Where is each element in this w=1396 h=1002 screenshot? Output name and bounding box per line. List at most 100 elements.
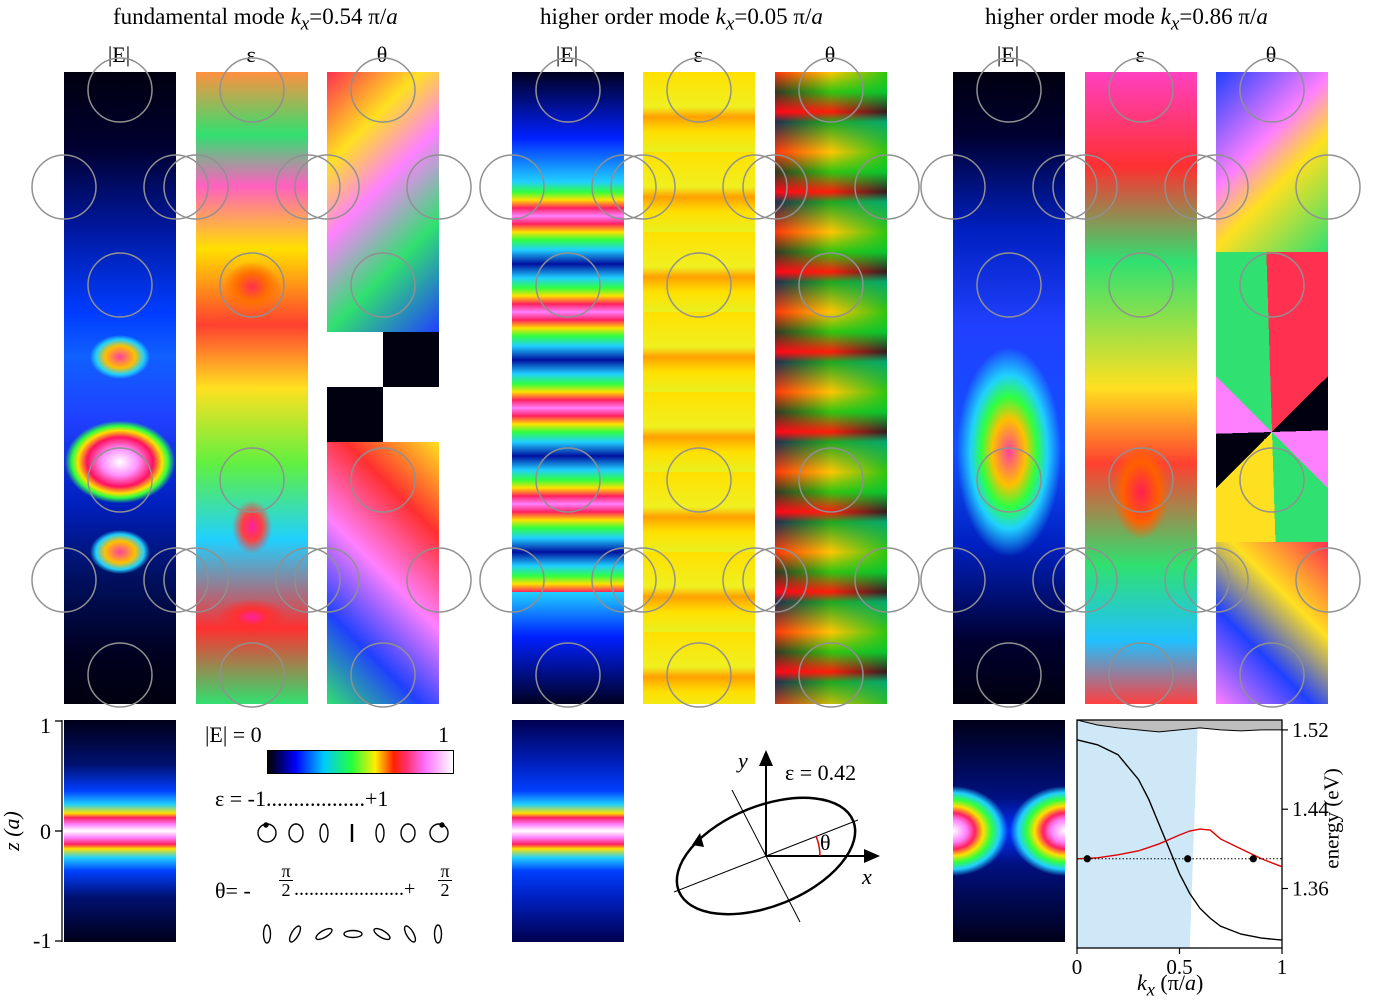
theta-right-pi: π <box>438 862 452 881</box>
hole-circle <box>1032 547 1098 613</box>
hole-circle <box>406 154 472 220</box>
x-axis-label: kx (π/a) <box>1137 970 1204 1000</box>
y-tick-label: 1.44 <box>1292 797 1329 821</box>
hole-circle <box>1052 154 1118 220</box>
hole-circle <box>1164 547 1230 613</box>
header-E-3: |E| <box>996 42 1020 67</box>
hole-circle <box>163 547 229 613</box>
theta-prefix: θ= - <box>215 878 251 903</box>
mode-marker <box>1184 855 1192 863</box>
hole-circle <box>920 154 986 220</box>
hole-circle <box>350 447 416 513</box>
theta-map-mode-086 <box>1216 72 1328 704</box>
header-E-1: |E| <box>107 42 131 67</box>
x-tick-label: 1 <box>1277 955 1288 979</box>
hole-circle <box>535 57 601 123</box>
hole-circle <box>1052 547 1118 613</box>
hole-circle <box>535 447 601 513</box>
hole-circle <box>591 154 657 220</box>
hole-circle <box>722 547 788 613</box>
hole-circle <box>666 57 732 123</box>
theta-map-fundamental <box>327 72 439 704</box>
hole-circle <box>742 154 808 220</box>
hole-circle <box>1032 154 1098 220</box>
ellipse-eps-label: ε = 0.42 <box>785 760 857 785</box>
z-tick-1: 1 <box>40 713 51 738</box>
z-tick-0: 0 <box>40 819 51 844</box>
hole-circle <box>219 642 285 708</box>
e-scale-right: 1 <box>438 722 449 747</box>
hole-circle <box>854 547 920 613</box>
hole-circle <box>722 154 788 220</box>
hole-circle <box>1295 154 1361 220</box>
hole-circle <box>350 642 416 708</box>
hole-circle <box>275 547 341 613</box>
hole-circle <box>666 642 732 708</box>
hole-circle <box>854 154 920 220</box>
hole-circle <box>976 642 1042 708</box>
waveguide-band-curve <box>1076 739 1283 941</box>
hole-circle <box>535 642 601 708</box>
x-tick-label: 0.5 <box>1166 955 1192 979</box>
hole-circle <box>479 547 545 613</box>
eps-map-mode-086 <box>1085 72 1197 704</box>
y-tick-label: 1.52 <box>1292 718 1329 742</box>
ellipse-y-label: y <box>738 748 748 773</box>
z-axis <box>55 720 63 942</box>
hole-circle <box>976 252 1042 318</box>
y-tick-label: 1.36 <box>1292 877 1329 901</box>
theta-dots: ......................+ <box>294 878 416 900</box>
eps-map-fundamental <box>196 72 308 704</box>
ellipse-x-label: x <box>862 864 872 889</box>
theta-map-mode-005 <box>775 72 887 704</box>
header-theta-3: θ <box>1265 42 1277 67</box>
mode-marker <box>1249 855 1257 863</box>
hole-circle <box>666 447 732 513</box>
hole-circle <box>798 447 864 513</box>
hole-circle <box>1164 154 1230 220</box>
title-higher-005: higher order mode kx=0.05 π/a <box>540 4 823 35</box>
e-field-map-fundamental <box>64 72 176 704</box>
profile-map-mode-005 <box>512 720 624 942</box>
title-fundamental: fundamental mode kx=0.54 π/a <box>113 4 398 35</box>
hole-circle <box>294 154 360 220</box>
hole-circle <box>1108 447 1174 513</box>
hole-circle <box>219 57 285 123</box>
z-tick-minus1: -1 <box>33 928 52 953</box>
hole-circle <box>1239 447 1305 513</box>
hole-circle <box>87 642 153 708</box>
z-axis-label: z (a) <box>0 811 24 851</box>
theta-ellipse-row <box>262 924 443 944</box>
e-scale-left: |E| = 0 <box>205 722 262 747</box>
hole-circle <box>87 447 153 513</box>
hole-circle <box>1239 642 1305 708</box>
hole-circle <box>1183 154 1249 220</box>
hole-circle <box>1183 547 1249 613</box>
eps-map-mode-005 <box>643 72 755 704</box>
hole-circle <box>798 57 864 123</box>
hole-circle <box>87 252 153 318</box>
header-theta-1: θ <box>376 42 388 67</box>
hole-circle <box>163 154 229 220</box>
profile-map-fundamental <box>64 720 176 942</box>
hole-circle <box>1108 252 1174 318</box>
eps-ellipse-row <box>257 822 449 843</box>
hole-circle <box>294 547 360 613</box>
eps-scale: ε = -1..................+1 <box>215 786 389 811</box>
theta-right-frac: π 2 <box>438 862 452 899</box>
hole-circle <box>1239 57 1305 123</box>
ellipse-diagram <box>673 750 880 923</box>
header-E-2: |E| <box>555 42 579 67</box>
hole-circle <box>219 252 285 318</box>
header-theta-2: θ <box>824 42 836 67</box>
hole-circle <box>976 447 1042 513</box>
hole-circle <box>219 447 285 513</box>
hole-circle <box>1108 57 1174 123</box>
hole-circle <box>406 547 472 613</box>
hole-circle <box>143 154 209 220</box>
profile-map-mode-086 <box>953 720 1065 942</box>
hole-circle <box>350 57 416 123</box>
theta-right-two: 2 <box>440 880 450 900</box>
hole-circle <box>31 547 97 613</box>
